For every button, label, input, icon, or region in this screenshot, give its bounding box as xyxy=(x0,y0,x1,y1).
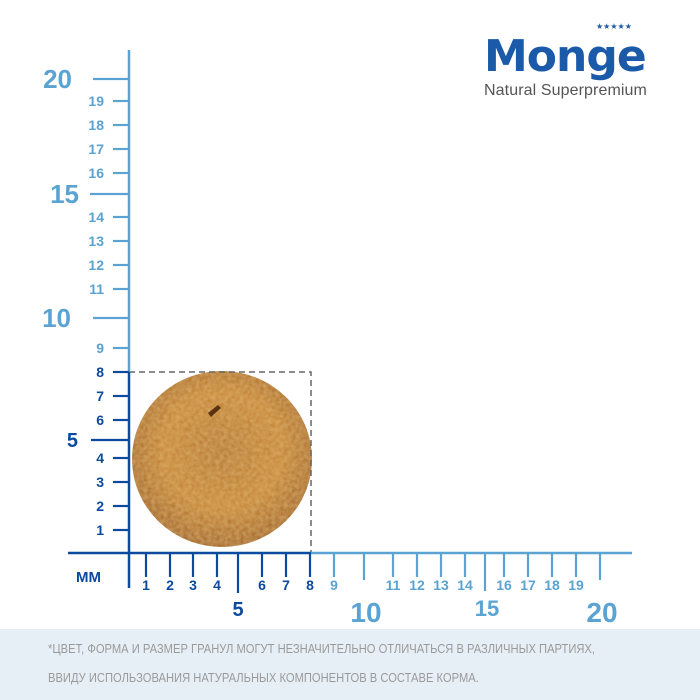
vertical-major-label: 10 xyxy=(42,303,71,333)
horizontal-minor-label: 6 xyxy=(258,577,266,593)
vertical-minor-label: 4 xyxy=(96,450,104,466)
vertical-minor-label: 8 xyxy=(96,364,104,380)
vertical-major-label: 5 xyxy=(67,430,78,452)
unit-label: ММ xyxy=(76,569,101,586)
disclaimer-line-2: ВВИДУ ИСПОЛЬЗОВАНИЯ НАТУРАЛЬНЫХ КОМПОНЕН… xyxy=(48,670,479,685)
vertical-minor-label: 18 xyxy=(88,117,104,133)
horizontal-minor-label: 7 xyxy=(282,577,290,593)
horizontal-minor-label: 8 xyxy=(306,577,314,593)
horizontal-minor-label: 2 xyxy=(166,577,174,593)
horizontal-minor-label: 13 xyxy=(433,577,449,593)
kibble-bounding-box xyxy=(129,371,312,553)
brand-logo: ★★★★★ Monge Natural Superpremium xyxy=(484,22,684,100)
horizontal-minor-label: 14 xyxy=(457,577,473,593)
horizontal-minor-label: 16 xyxy=(496,577,512,593)
vertical-major-label: 20 xyxy=(43,64,72,94)
vertical-major-label: 15 xyxy=(50,179,79,209)
vertical-minor-label: 12 xyxy=(88,257,104,273)
vertical-minor-label: 2 xyxy=(96,498,104,514)
vertical-minor-label: 11 xyxy=(89,281,104,297)
disclaimer-line-1: *ЦВЕТ, ФОРМА И РАЗМЕР ГРАНУЛ МОГУТ НЕЗНА… xyxy=(48,641,596,656)
vertical-minor-label: 14 xyxy=(88,209,104,225)
horizontal-major-label: 15 xyxy=(475,596,499,621)
horizontal-minor-label: 9 xyxy=(330,577,338,593)
horizontal-major-label: 10 xyxy=(350,597,381,628)
horizontal-minor-label: 1 xyxy=(142,577,150,593)
horizontal-minor-label: 12 xyxy=(409,577,425,593)
disclaimer-footer: *ЦВЕТ, ФОРМА И РАЗМЕР ГРАНУЛ МОГУТ НЕЗНА… xyxy=(0,629,700,700)
vertical-minor-label: 1 xyxy=(96,522,104,538)
vertical-minor-label: 6 xyxy=(96,412,104,428)
stars-icon: ★★★★★ xyxy=(596,22,632,31)
vertical-minor-label: 7 xyxy=(96,388,104,404)
horizontal-major-label: 5 xyxy=(232,599,243,621)
brand-tagline: Natural Superpremium xyxy=(484,82,647,99)
vertical-minor-label: 17 xyxy=(88,141,104,157)
horizontal-minor-label: 17 xyxy=(520,577,536,593)
horizontal-major-label: 20 xyxy=(586,597,617,628)
horizontal-minor-label: 19 xyxy=(568,577,584,593)
brand-name: Monge xyxy=(484,31,647,82)
vertical-minor-label: 9 xyxy=(96,340,104,356)
horizontal-minor-label: 3 xyxy=(189,577,197,593)
kibble-image xyxy=(132,371,312,547)
vertical-minor-label: 19 xyxy=(88,93,104,109)
kibble-detail xyxy=(208,405,221,417)
horizontal-minor-label: 4 xyxy=(213,577,221,593)
vertical-minor-label: 16 xyxy=(88,165,104,181)
horizontal-minor-label: 11 xyxy=(386,577,401,593)
vertical-minor-label: 13 xyxy=(88,233,104,249)
horizontal-minor-label: 18 xyxy=(544,577,560,593)
vertical-minor-label: 3 xyxy=(96,474,104,490)
